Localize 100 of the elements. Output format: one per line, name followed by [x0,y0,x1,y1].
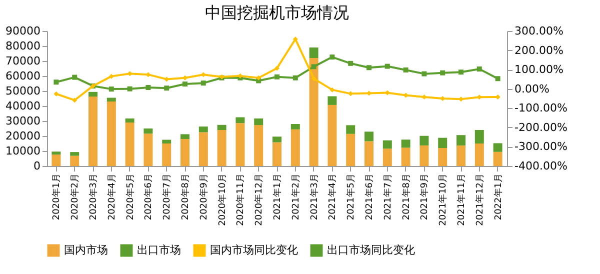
point [311,76,316,82]
legend-label: 出口市场同比变化 [327,244,415,257]
point [366,65,372,70]
bar [254,125,264,166]
x-tick-label: 2021年9月 [419,174,430,220]
x-tick-label: 2020年12月 [254,174,265,226]
point [72,98,78,103]
bar [106,98,116,102]
x-tick-label: 2021年5月 [346,174,357,220]
bar [420,136,429,146]
point [72,74,78,80]
point [274,66,280,71]
y2-tick-label: 200.00% [514,44,564,57]
x-tick-label: 2021年8月 [400,174,412,220]
bar [236,123,245,166]
y-tick-label: 50000 [6,84,40,98]
y-tick-label: 80000 [6,40,40,52]
bar [70,156,80,166]
bar [88,92,98,97]
bar [474,130,484,144]
y2-tick-label: -400.00% [514,160,568,172]
x-tick-label: 2021年11月 [456,174,467,226]
point [495,76,500,82]
bar [493,152,502,166]
bar [162,140,172,144]
bar [254,118,264,126]
point [330,54,335,60]
bar [217,124,226,130]
bar [364,132,374,142]
y2-tick-label: 100.00% [514,63,564,76]
point [366,90,372,96]
bar [144,128,153,134]
bar [272,136,282,142]
x-tick-label: 2021年12月 [474,174,486,226]
y2-tick-label: 300.00% [514,24,564,38]
legend-label: 国内市场同比变化 [210,244,298,257]
bar [106,102,116,166]
bar [217,130,226,166]
point [348,60,354,66]
point [127,86,132,92]
x-tick-label: 2021年7月 [382,174,394,220]
chart-title: 中国挖掘机市场情况 [205,3,349,22]
bar [180,134,190,139]
y2-tick-label: -300.00% [514,140,568,154]
x-tick-label: 2020年11月 [235,174,246,226]
bar [346,125,356,134]
point [108,74,114,79]
bar [162,144,172,166]
point [384,64,390,69]
bar [144,134,153,166]
point [440,70,446,76]
y-tick-label: 30000 [6,114,40,128]
bar [309,48,318,58]
y-tick-label: 60000 [6,70,40,82]
bar [125,118,134,122]
bar [180,139,190,166]
point [458,70,464,75]
x-tick-label: 2020年4月 [106,174,118,220]
point [108,86,114,92]
bar [438,148,448,166]
bar [328,104,337,166]
point [458,96,464,102]
bar [290,124,300,130]
point [54,80,59,85]
point [164,86,170,91]
bar [420,145,429,166]
x-tick-label: 2022年1月 [492,174,504,220]
bar [236,117,245,124]
point [182,82,188,87]
x-tick-label: 2021年10月 [438,174,449,226]
x-tick-label: 2020年8月 [180,174,191,220]
bar [198,126,208,132]
bar [52,152,61,155]
x-tick-label: 2021年6月 [364,174,375,220]
bar [328,96,337,105]
bar [88,96,98,166]
legend-label: 出口市场 [137,244,181,257]
point [256,75,262,80]
legend-label: 国内市场 [64,244,108,257]
x-tick-label: 2020年3月 [88,174,99,220]
point [476,66,482,72]
bar [456,135,466,146]
bar [456,145,466,166]
x-tick-label: 2020年9月 [198,174,210,220]
point [146,85,151,90]
bar [401,148,410,166]
bar [346,134,356,166]
point [403,67,408,72]
bar [52,154,61,166]
y-tick-label: 70000 [6,54,40,68]
x-tick-label: 2021年3月 [308,174,320,220]
point [182,75,188,80]
point [422,71,427,76]
bar [198,132,208,166]
bar [382,140,392,149]
bar [382,148,392,166]
x-tick-label: 2021年4月 [327,174,338,220]
bar [364,141,374,166]
bar [438,138,448,148]
x-tick-label: 2020年5月 [124,174,136,220]
